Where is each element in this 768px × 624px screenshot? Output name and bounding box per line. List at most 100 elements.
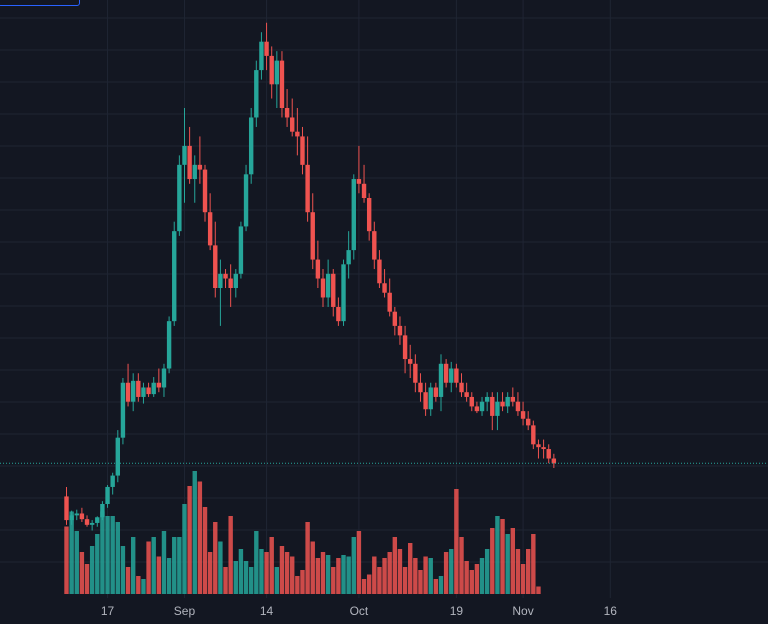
candle-body (243, 174, 249, 227)
candle-body (536, 444, 541, 448)
volume-bar (207, 552, 213, 594)
candle-body (100, 504, 105, 518)
candle-body (187, 145, 192, 180)
volume-bar (136, 576, 141, 594)
volume-bar (151, 537, 156, 594)
candle-body (202, 169, 208, 213)
volume-bar (495, 516, 500, 594)
x-tick-label: 19 (450, 604, 464, 618)
x-tick-label: 16 (604, 604, 618, 618)
volume-bar (84, 564, 90, 594)
candle-body (336, 306, 341, 322)
volume-bar (479, 558, 485, 594)
volume-bar (505, 534, 510, 594)
volume-bar (459, 537, 464, 594)
candle-body (284, 108, 290, 118)
candle-body (443, 363, 449, 383)
candle-body (325, 273, 331, 298)
volume-bar (156, 556, 162, 594)
volume-bar (125, 567, 131, 594)
volume-bar (279, 546, 285, 594)
volume-bar (331, 567, 336, 594)
volume-bar (74, 531, 79, 594)
volume-bar (325, 555, 331, 594)
candle-body (305, 164, 310, 213)
volume-bar (433, 579, 439, 594)
candle-body (218, 273, 223, 288)
volume-bar (264, 552, 269, 594)
volume-bar (100, 511, 105, 594)
candle-body (505, 396, 510, 407)
candle-body (510, 396, 516, 402)
volume-bar (290, 556, 295, 594)
volume-bar (346, 556, 351, 594)
candle-body (546, 449, 551, 459)
volume-bar (443, 552, 449, 594)
volume-bar (315, 558, 321, 594)
volume-bar (223, 567, 228, 594)
candle-body (387, 292, 392, 312)
candle-body (300, 136, 305, 165)
volume-bar (238, 549, 244, 594)
candle-body (377, 259, 382, 284)
candle-body (438, 363, 444, 397)
candle-body (192, 164, 197, 180)
candle-body (233, 273, 238, 288)
candle-body (366, 198, 372, 232)
candle-body (172, 231, 177, 322)
volume-bar (110, 516, 115, 594)
volume-bar (259, 549, 264, 594)
volume-bar (408, 543, 413, 594)
volume-bar (233, 561, 238, 594)
candle-body (197, 164, 203, 170)
candle-body (259, 41, 264, 71)
candle-body (382, 283, 387, 293)
volume-bar (449, 549, 454, 594)
volume-bar (305, 522, 310, 594)
volume-bar (484, 549, 490, 594)
volume-bar (192, 471, 197, 594)
candle-body (110, 475, 115, 487)
candle-body (449, 368, 454, 383)
x-tick-label: Nov (512, 604, 533, 618)
candle-body (213, 245, 218, 288)
volume-bar (361, 579, 367, 594)
candle-body (356, 179, 362, 184)
candle-body (469, 396, 474, 407)
volume-bar (274, 567, 280, 594)
candle-body (351, 179, 356, 251)
candle-body (279, 60, 285, 108)
volume-bar (454, 489, 459, 594)
x-axis: 17 Sep 14 Oct 19 Nov 16 (0, 598, 768, 624)
price-candles (64, 22, 557, 531)
volume-bar (536, 586, 541, 594)
candle-body (310, 212, 315, 260)
candle-body (207, 212, 213, 246)
volume-bar (300, 570, 305, 594)
volume-bar (89, 546, 95, 594)
x-tick-label: Sep (174, 604, 196, 618)
volume-bar (418, 570, 423, 594)
candle-body (182, 145, 187, 165)
candle-body (69, 515, 74, 521)
candle-body (428, 387, 433, 410)
candle-body (484, 396, 490, 402)
candle-body (146, 387, 151, 395)
candle-body (474, 406, 480, 412)
candle-body (413, 363, 418, 383)
candle-body (402, 335, 408, 360)
candle-body (264, 41, 269, 56)
candle-body (95, 517, 100, 523)
candle-body (161, 368, 167, 388)
volume-bar (423, 556, 428, 594)
volume-bar (428, 558, 433, 594)
candle-body (526, 418, 531, 426)
volume-bar (469, 570, 474, 594)
candle-body (479, 401, 485, 412)
candle-body (331, 273, 336, 307)
candle-body (361, 183, 367, 198)
candle-body (105, 486, 110, 504)
candle-body (392, 311, 398, 326)
chart-grid (0, 0, 768, 598)
candle-body (223, 273, 228, 279)
